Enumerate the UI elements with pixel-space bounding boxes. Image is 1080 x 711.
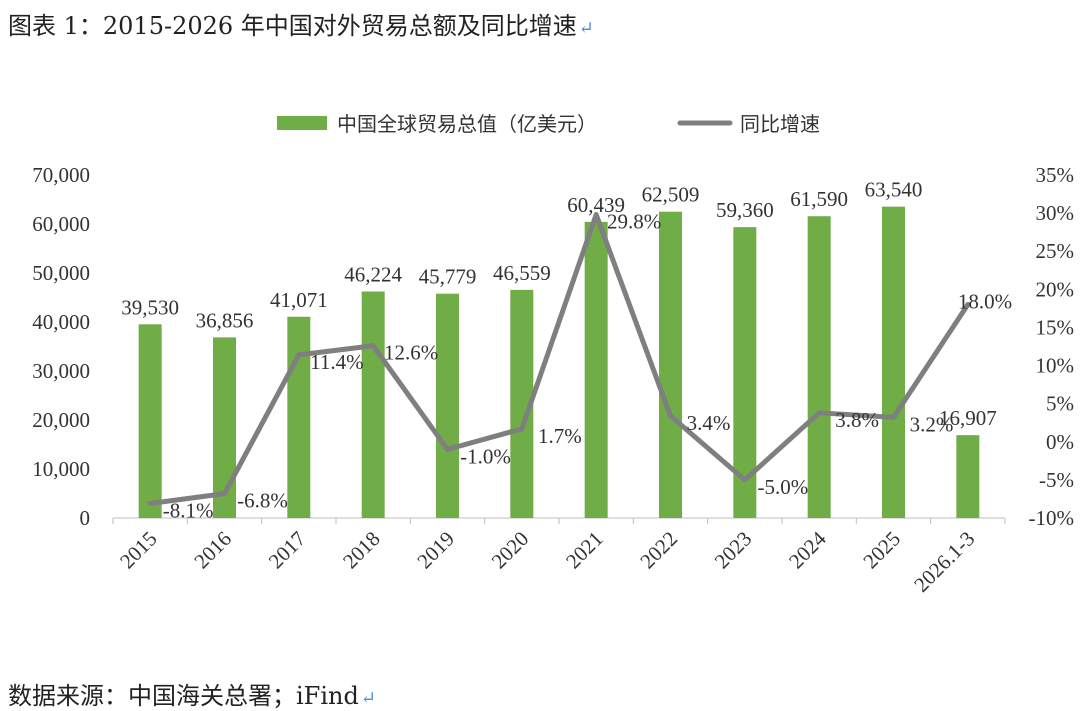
x-tick-label: 2021 [561, 527, 608, 574]
bar [213, 337, 236, 518]
bar [510, 289, 534, 518]
bar [287, 316, 311, 518]
growth-value-label: 11.4% [310, 350, 363, 374]
growth-value-label: 3.2% [910, 412, 954, 436]
bar [436, 293, 459, 518]
bar-value-label: 41,071 [270, 288, 328, 312]
return-mark-icon: ↵ [360, 688, 376, 709]
bar-value-label: 59,360 [716, 198, 774, 222]
bar-value-label: 45,779 [419, 265, 477, 289]
return-mark-icon: ↵ [578, 18, 594, 39]
y-right-tick-label: 10% [1036, 354, 1075, 378]
bar [659, 211, 682, 518]
chart-caption: 图表 1：2015-2026 年中国对外贸易总额及同比增速 ↵ [8, 6, 594, 41]
y-right-tick-label: 25% [1036, 239, 1075, 263]
growth-point [296, 352, 302, 358]
legend-bar-swatch [277, 116, 327, 130]
growth-point [668, 413, 673, 419]
growth-point [742, 477, 748, 483]
x-tick-label: 2026.1-3 [909, 527, 979, 597]
x-tick-label: 2017 [264, 527, 311, 574]
x-tick-label: 2020 [487, 527, 534, 574]
bar-value-label: 39,530 [121, 295, 179, 319]
bar-value-label: 46,559 [493, 261, 551, 285]
y-right-tick-label: 15% [1036, 315, 1075, 339]
bar-value-label: 16,907 [939, 406, 997, 430]
bar-value-label: 62,509 [642, 183, 700, 207]
y-left-tick-label: 50,000 [32, 261, 90, 285]
y-right-tick-label: 5% [1046, 392, 1074, 416]
data-source: 数据来源：中国海关总署；iFind ↵ [8, 676, 376, 711]
x-tick-label: 2023 [710, 527, 757, 574]
growth-value-label: 18.0% [958, 290, 1012, 314]
growth-point [891, 414, 896, 420]
growth-point [147, 501, 153, 507]
trade-chart: 0 10,000 20,000 30,000 40,000 50,000 60,000 70,… [32, 112, 1075, 597]
growth-point [222, 491, 227, 497]
bar-value-label: 60,439 [567, 193, 625, 217]
growth-value-label: -1.0% [460, 444, 511, 468]
growth-value-label: -6.8% [237, 489, 288, 513]
growth-value-label: -8.1% [163, 499, 214, 523]
growth-point [816, 410, 822, 416]
bar-value-label: 63,540 [865, 178, 923, 202]
bar [584, 221, 608, 518]
y-left-tick-label: 0 [80, 506, 91, 530]
caption-text: 图表 1：2015-2026 年中国对外贸易总额及同比增速 [8, 12, 577, 40]
y-left-tick-label: 70,000 [32, 163, 90, 187]
y-left-tick-label: 30,000 [32, 359, 90, 383]
growth-point [370, 343, 376, 349]
x-tick-label: 2016 [189, 527, 236, 574]
y-left-tick-label: 10,000 [32, 457, 90, 481]
y-left-tick-label: 40,000 [32, 310, 90, 334]
bar [807, 216, 831, 519]
y-right-tick-label: 0% [1046, 430, 1074, 454]
growth-value-label: 3.8% [835, 408, 879, 432]
y-right-tick-label: -10% [1029, 506, 1075, 530]
source-text: 数据来源：中国海关总署；iFind [8, 682, 359, 710]
x-tick-label: 2018 [338, 527, 385, 574]
x-tick-label: 2019 [412, 527, 459, 574]
bar-value-label: 36,856 [196, 308, 254, 332]
growth-line [147, 212, 971, 507]
growth-point [445, 446, 450, 452]
bar [138, 324, 162, 518]
y-left-tick-label: 20,000 [32, 408, 90, 432]
y-left-tick-label: 60,000 [32, 212, 90, 236]
growth-value-label: 29.8% [607, 210, 661, 234]
x-tick-label: 2022 [635, 527, 682, 574]
x-tick-label: 2015 [115, 527, 162, 574]
growth-value-label: 12.6% [384, 341, 438, 365]
growth-point [519, 426, 525, 432]
growth-value-label: 3.4% [687, 411, 731, 435]
legend-bar-label: 中国全球贸易总值（亿美元） [337, 112, 597, 136]
bar-value-label: 61,590 [790, 187, 848, 211]
y-right-tick-label: 20% [1036, 277, 1075, 301]
growth-value-label: -5.0% [757, 475, 808, 499]
y-right-tick-label: -5% [1039, 468, 1074, 492]
growth-point [965, 302, 971, 308]
y-right-tick-label: 35% [1036, 163, 1075, 187]
bar [733, 227, 757, 519]
growth-value-label: 1.7% [538, 424, 582, 448]
x-tick-label: 2024 [784, 526, 831, 573]
bar-value-label: 46,224 [344, 263, 402, 287]
legend-line-label: 同比增速 [740, 112, 820, 136]
y-right-tick-label: 30% [1036, 201, 1075, 225]
bar [956, 435, 980, 518]
bar [361, 291, 385, 518]
bar [882, 206, 905, 519]
x-tick-label: 2025 [858, 527, 905, 574]
growth-point [593, 212, 599, 218]
